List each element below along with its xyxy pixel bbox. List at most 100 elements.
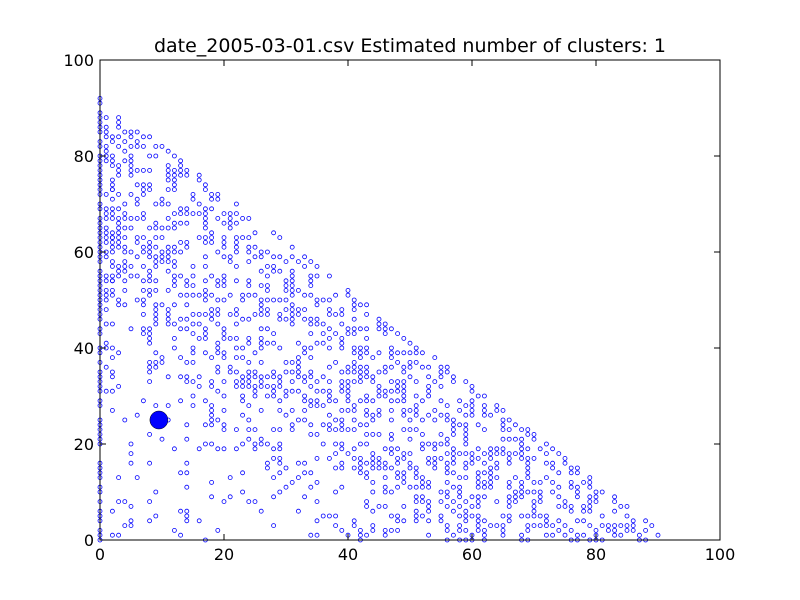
data-point	[320, 403, 326, 409]
data-point	[246, 244, 252, 250]
data-point	[388, 465, 394, 471]
data-point	[140, 297, 146, 303]
y-tick-label: 100	[63, 51, 94, 70]
data-point	[258, 407, 264, 413]
data-point	[171, 153, 177, 159]
data-point	[339, 307, 345, 313]
data-point	[295, 374, 301, 380]
data-point	[320, 513, 326, 519]
data-point	[308, 345, 314, 351]
data-point	[382, 388, 388, 394]
data-point	[227, 311, 233, 317]
data-point	[525, 470, 531, 476]
data-point	[339, 383, 345, 389]
data-point	[103, 388, 109, 394]
data-point	[283, 297, 289, 303]
data-point	[345, 407, 351, 413]
data-point	[364, 345, 370, 351]
data-point	[147, 254, 153, 260]
data-point	[506, 494, 512, 500]
data-point	[494, 460, 500, 466]
data-point	[587, 484, 593, 490]
data-point	[308, 331, 314, 337]
data-point	[233, 278, 239, 284]
data-point	[110, 287, 115, 293]
data-point	[264, 273, 270, 279]
data-point	[196, 311, 202, 317]
data-point	[215, 369, 221, 375]
data-point	[196, 518, 202, 524]
data-point	[140, 134, 146, 140]
data-point	[506, 503, 512, 509]
data-point	[116, 532, 121, 538]
data-point	[227, 369, 233, 375]
data-point	[351, 518, 357, 524]
data-point	[209, 412, 215, 418]
data-point	[612, 494, 617, 500]
data-point	[612, 508, 617, 514]
data-point	[519, 494, 524, 500]
data-point	[339, 427, 345, 433]
data-point	[395, 518, 401, 524]
data-point	[308, 532, 314, 538]
data-point	[388, 417, 394, 423]
data-point	[481, 393, 487, 399]
data-point	[506, 436, 512, 442]
data-point	[233, 220, 239, 226]
data-point	[178, 316, 184, 322]
data-point	[413, 518, 419, 524]
data-point	[463, 379, 469, 385]
data-point	[575, 494, 580, 500]
data-point	[246, 235, 252, 241]
data-point	[202, 422, 208, 428]
data-point	[103, 215, 109, 221]
data-point	[178, 374, 184, 380]
data-point	[537, 489, 543, 495]
data-point	[463, 427, 469, 433]
data-point	[103, 230, 109, 236]
data-point	[544, 513, 549, 519]
data-point	[401, 379, 407, 385]
data-point	[438, 431, 444, 437]
data-point	[283, 484, 289, 490]
data-point	[116, 230, 121, 236]
data-point	[463, 518, 469, 524]
data-point	[264, 307, 270, 313]
data-point	[246, 316, 252, 322]
data-point	[544, 441, 549, 447]
data-point	[277, 379, 283, 385]
data-point	[587, 523, 593, 528]
data-point	[221, 283, 227, 289]
data-point	[140, 143, 146, 149]
data-point	[202, 278, 208, 284]
data-point	[258, 302, 264, 308]
data-point	[202, 335, 208, 341]
data-point	[364, 302, 370, 308]
data-point	[140, 249, 146, 255]
data-point	[506, 499, 512, 505]
data-point	[320, 422, 326, 428]
data-point	[258, 283, 264, 289]
data-point	[209, 407, 215, 413]
data-point	[140, 211, 146, 217]
data-point	[326, 273, 332, 279]
data-point	[171, 244, 177, 250]
data-point	[444, 465, 450, 471]
data-point	[407, 407, 413, 413]
data-point	[444, 364, 450, 370]
data-point	[233, 235, 239, 241]
data-point	[277, 470, 283, 476]
data-point	[258, 345, 264, 351]
data-point	[302, 374, 308, 380]
data-point	[314, 532, 320, 538]
data-point	[171, 302, 177, 308]
data-point	[184, 484, 190, 490]
data-point	[209, 403, 215, 409]
data-point	[110, 196, 115, 202]
data-point	[116, 163, 121, 169]
data-point	[488, 451, 494, 457]
data-point	[283, 393, 289, 399]
data-point	[351, 307, 357, 313]
data-point	[469, 455, 475, 461]
data-point	[419, 417, 425, 423]
